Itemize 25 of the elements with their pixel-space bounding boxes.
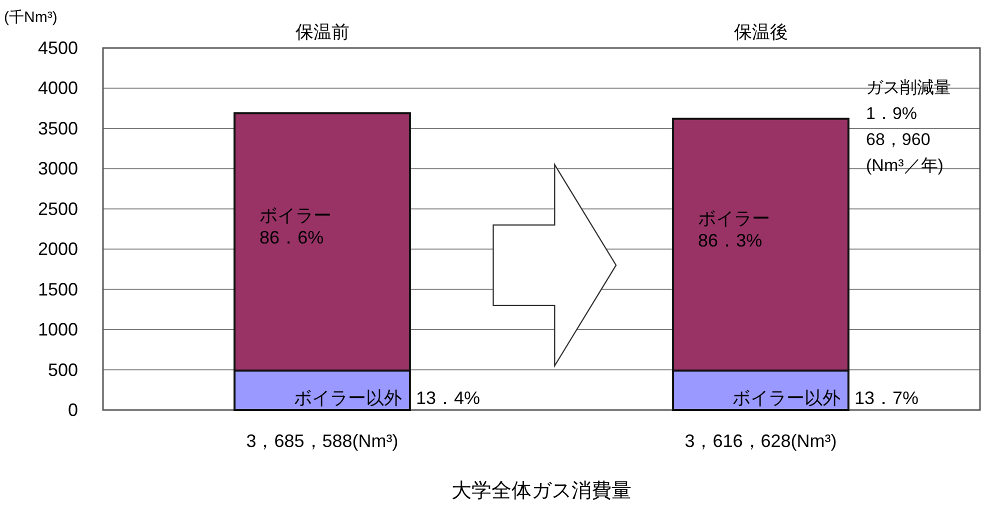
y-tick-label: 4000 (38, 78, 78, 98)
annotation: ガス削減量 1．9% 68，960 (Nm³／年) (866, 78, 951, 175)
x-tick-label: 保温後 (734, 22, 788, 42)
total-label: 3，685，588(Nm³) (246, 431, 398, 451)
text: ボイラー以外 (732, 388, 840, 408)
total-label: 3，616，628(Nm³) (684, 431, 837, 451)
annotation: 86．3% (698, 230, 762, 251)
annotation: 13．4% (416, 388, 480, 408)
text: ボイラー (698, 208, 770, 229)
series-label: ボイラー以外 (294, 388, 402, 408)
annotation: 86．6% (260, 227, 324, 248)
y-axis-title: (千Nm³) (4, 9, 58, 26)
y-tick-label: 500 (48, 360, 78, 380)
y-tick-label: 3500 (38, 118, 78, 138)
y-tick-label: 2000 (38, 239, 78, 260)
y-tick-label: 3000 (38, 158, 78, 179)
y-tick-label: 1500 (38, 279, 78, 300)
annotation: 13．7% (854, 388, 918, 408)
y-tick-label: 2500 (38, 198, 78, 219)
series-label: ボイラー (260, 205, 332, 226)
y-tick-label: 0 (68, 400, 78, 420)
x-axis-title: 大学全体ガス消費量 (452, 480, 632, 502)
y-tick-label: 1000 (38, 320, 78, 340)
y-tick-label: 4500 (38, 38, 78, 58)
x-tick-label: 保温前 (295, 22, 350, 42)
